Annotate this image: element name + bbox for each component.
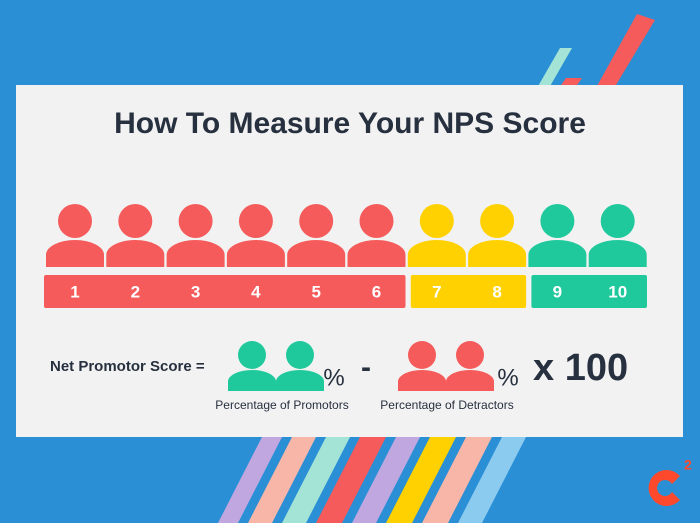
person-icon [398, 341, 446, 391]
person-head [480, 204, 515, 238]
decor-stripes [218, 14, 655, 523]
person-body [287, 240, 346, 267]
scale-bar [410, 275, 527, 308]
person-icon [228, 341, 276, 391]
person-head [178, 204, 213, 238]
scale-number: 9 [553, 282, 562, 301]
title: How To Measure Your NPS Score [114, 107, 586, 140]
person-body [528, 240, 587, 267]
person-body [226, 240, 285, 267]
minus-sign: - [361, 351, 371, 384]
person-icon [347, 204, 406, 267]
person-icon [588, 204, 647, 267]
person-body [347, 240, 406, 267]
person-head [408, 341, 436, 369]
person-icon [468, 204, 527, 267]
percent-sign: % [323, 364, 344, 391]
multiplier: x 100 [533, 347, 628, 389]
scale-number: 1 [70, 282, 79, 301]
person-head [299, 204, 334, 238]
person-icon [46, 204, 104, 267]
person-body [228, 369, 276, 391]
person-icon [276, 341, 324, 391]
person-head [286, 341, 314, 369]
person-body [166, 240, 225, 267]
person-head [118, 204, 153, 238]
scale-number: 8 [492, 282, 501, 301]
person-icon [528, 204, 587, 267]
person-body [398, 369, 446, 391]
scale-number: 6 [372, 282, 381, 301]
person-head [456, 341, 484, 369]
person-head [58, 204, 92, 238]
person-body [588, 240, 647, 267]
person-head [419, 204, 454, 238]
logo: 2 [648, 457, 692, 507]
person-body [468, 240, 527, 267]
caption: Percentage of Detractors [380, 398, 513, 412]
person-icon [106, 204, 165, 267]
person-icon [407, 204, 466, 267]
percent-sign: % [497, 364, 518, 391]
formula: % Percentage of Promotors% Percentage of D… [215, 341, 519, 412]
person-head [238, 341, 266, 369]
person-icon [446, 341, 494, 391]
person-body [407, 240, 466, 267]
scale-number: 7 [432, 282, 441, 301]
scale-bar [531, 275, 647, 308]
scale-number: 3 [191, 282, 200, 301]
scale-bar [44, 275, 406, 308]
person-body [276, 369, 324, 391]
person-body [46, 240, 104, 267]
person-head [238, 204, 273, 238]
person-icon [226, 204, 285, 267]
formula-label: Net Promotor Score = [50, 358, 205, 375]
person-icon [166, 204, 225, 267]
caption: Percentage of Promotors [215, 398, 348, 412]
person-body [446, 369, 494, 391]
person-head [540, 204, 575, 238]
person-head [600, 204, 635, 238]
scale-number: 4 [251, 282, 261, 301]
scale-number: 10 [608, 282, 627, 301]
person-icon [287, 204, 346, 267]
person-body [106, 240, 165, 267]
person-head [359, 204, 394, 238]
nps-scale: 1 2 3 4 5 6 7 8 9 10 [44, 204, 647, 308]
scale-number: 5 [311, 282, 320, 301]
logo-superscript: 2 [684, 457, 692, 473]
scale-number: 2 [131, 282, 140, 301]
